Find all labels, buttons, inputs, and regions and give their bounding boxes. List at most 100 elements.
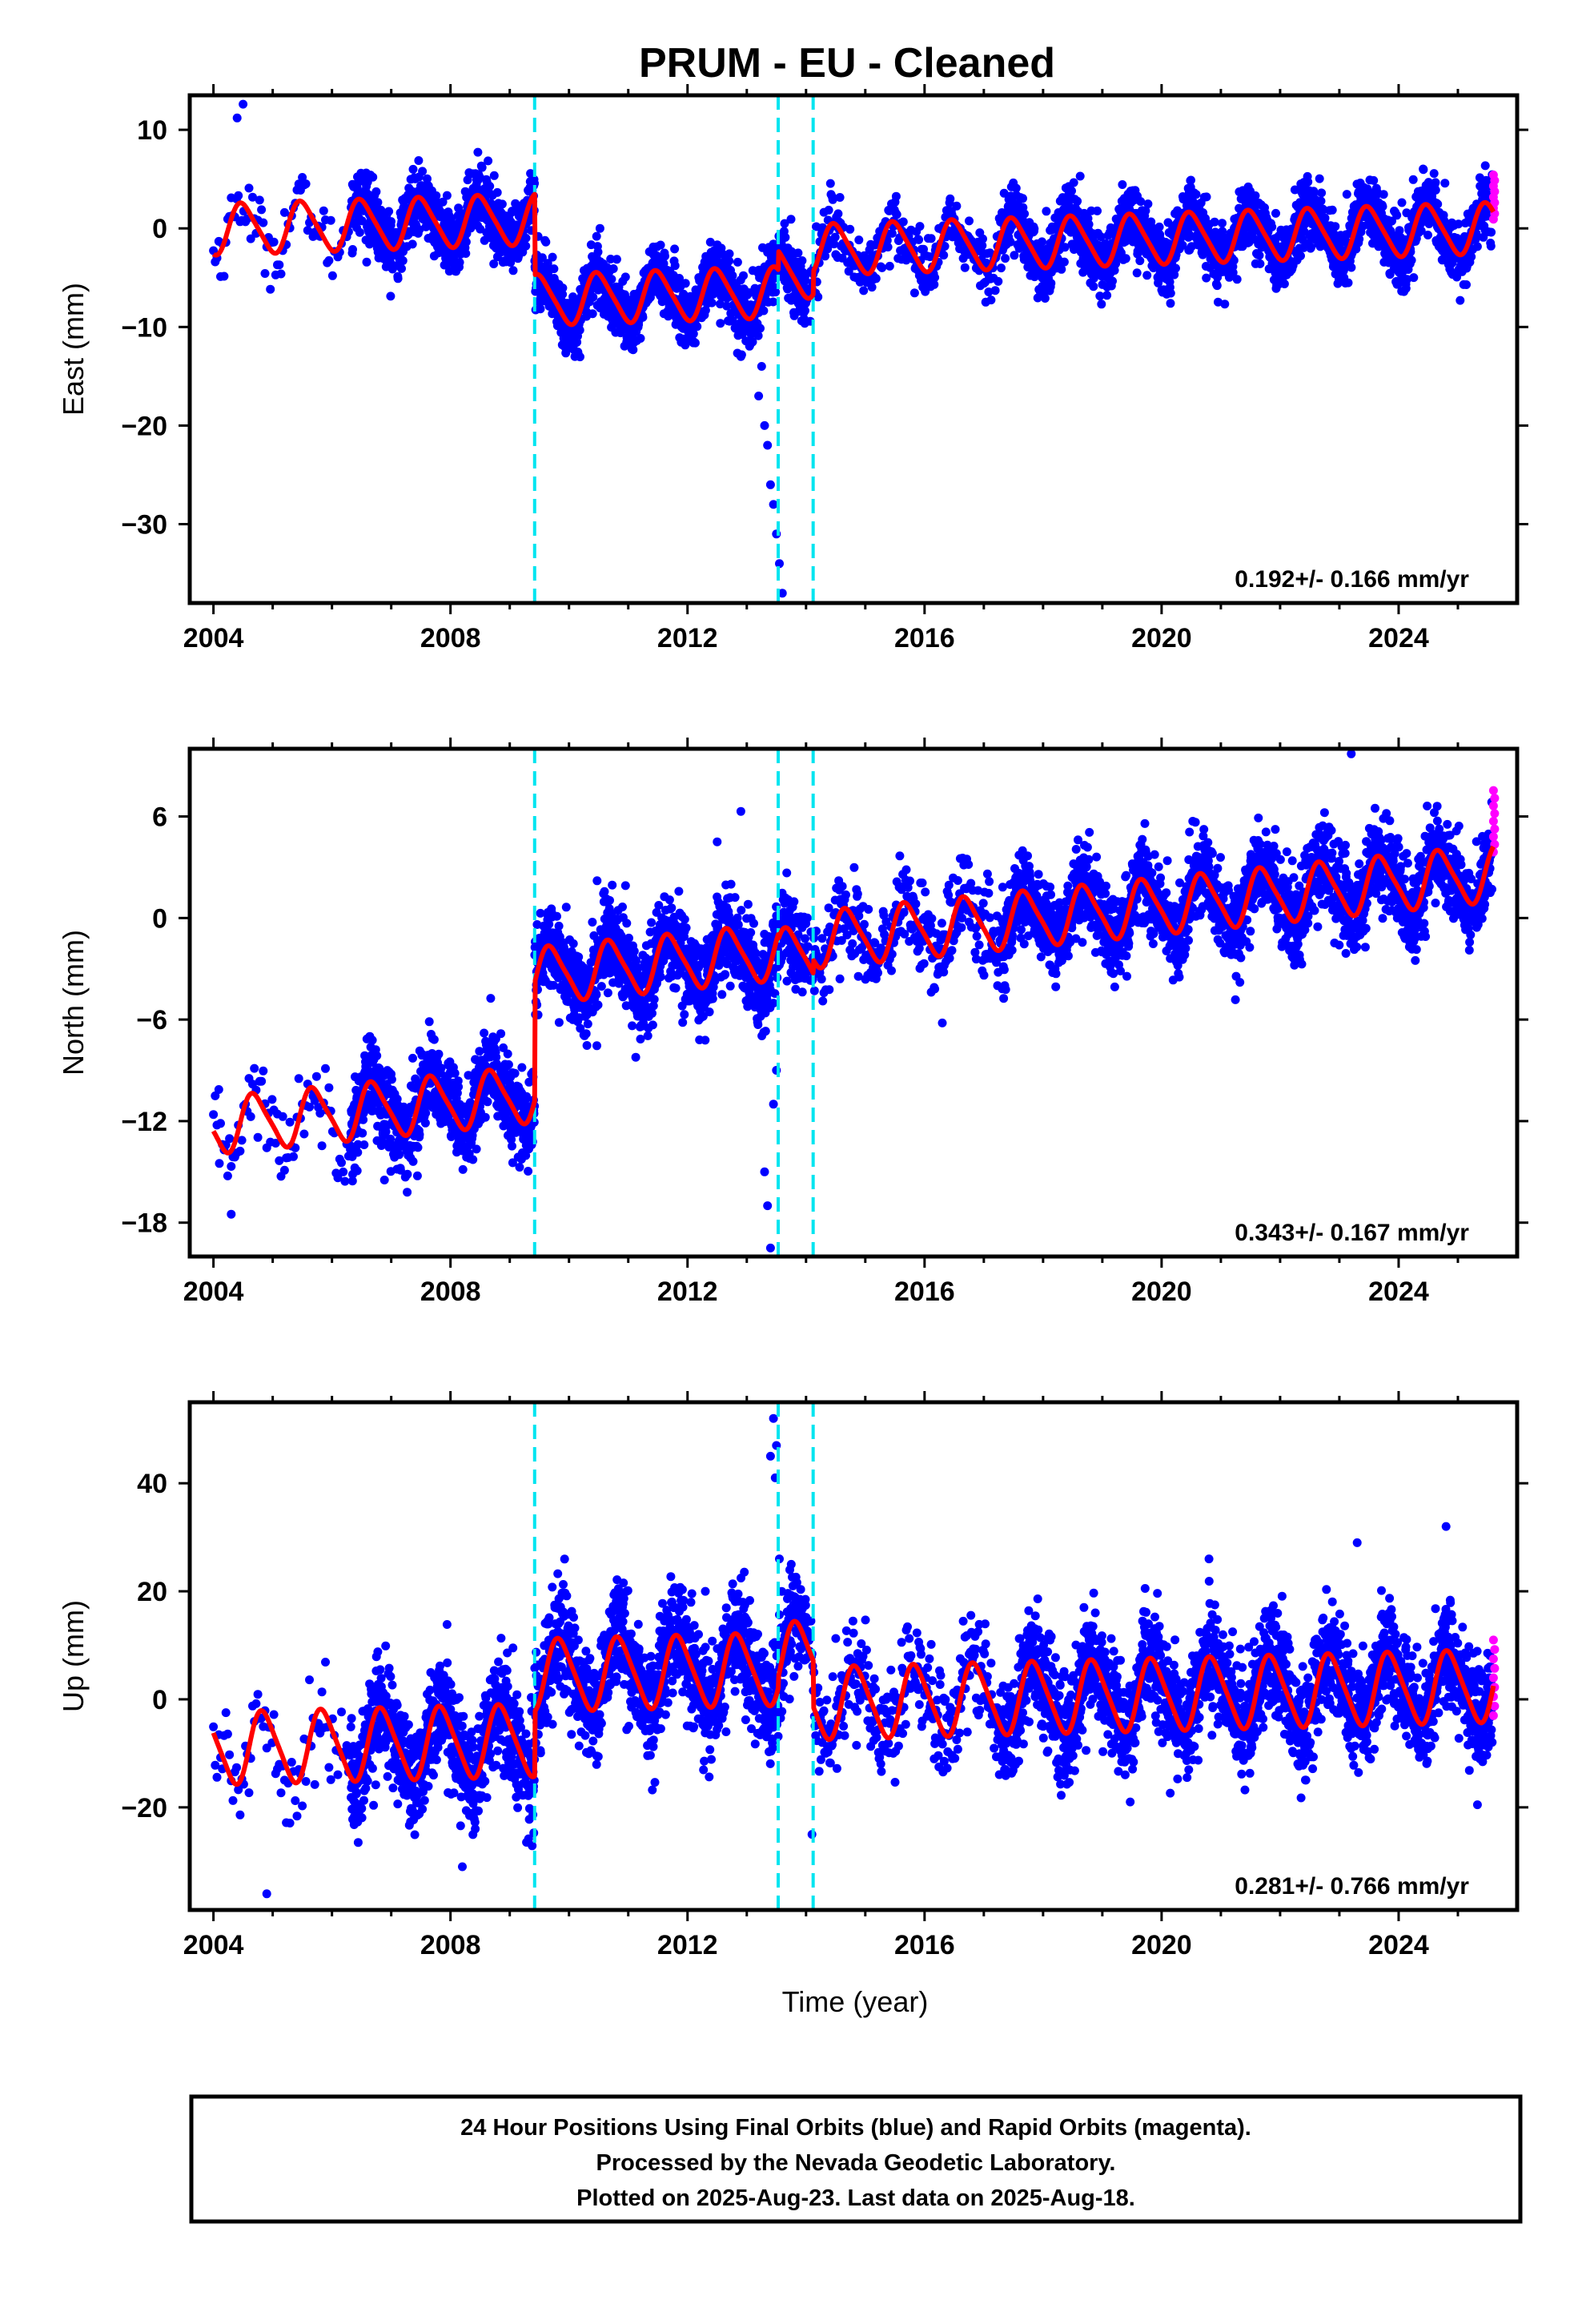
east-point (1407, 255, 1416, 265)
north-point (413, 1143, 423, 1152)
east-point (530, 179, 540, 188)
north-point (246, 1112, 255, 1121)
east-point (986, 296, 996, 305)
east-point (485, 182, 495, 191)
east-point (1046, 279, 1056, 288)
east-point (327, 271, 337, 280)
east-point (269, 237, 279, 247)
east-rate-label: 0.192+/- 0.166 mm/yr (1235, 566, 1469, 593)
east-point (521, 241, 531, 251)
east-point (1309, 187, 1319, 196)
east-point (620, 272, 630, 282)
east-point (355, 227, 364, 237)
east-point (825, 179, 835, 188)
east-point (1042, 207, 1051, 216)
north-point (227, 1162, 236, 1171)
east-y-tick-label: 0 (152, 214, 167, 244)
east-point (997, 263, 1006, 273)
east-point (497, 199, 507, 209)
east-point (368, 172, 378, 182)
east-point (1331, 222, 1340, 231)
east-point (693, 322, 702, 332)
east-point (833, 209, 843, 219)
east-point (301, 179, 311, 189)
east-point (473, 147, 483, 157)
east-point (415, 225, 424, 235)
east-point (219, 271, 229, 281)
north-point (317, 1141, 327, 1151)
east-point (1315, 174, 1324, 183)
east-outlier-point (570, 352, 580, 361)
east-point (877, 263, 887, 272)
east-point (883, 243, 893, 251)
east-point (1186, 175, 1195, 185)
north-data-points (209, 749, 1500, 1252)
east-point (965, 216, 974, 226)
east-point (1462, 280, 1471, 289)
east-point (595, 223, 604, 233)
east-point (248, 192, 257, 202)
east-point (960, 263, 970, 272)
east-point (1020, 209, 1030, 219)
east-point (384, 207, 394, 216)
east-outlier-point (232, 113, 242, 123)
north-point (285, 1117, 295, 1127)
east-outlier-point (769, 500, 778, 509)
east-point (1271, 208, 1280, 218)
east-point (781, 232, 790, 242)
east-point (707, 298, 717, 308)
east-point (716, 319, 725, 328)
east-point (588, 292, 598, 302)
east-outlier-point (763, 440, 773, 450)
east-point (1431, 185, 1440, 195)
north-point (299, 1129, 309, 1139)
east-point (521, 233, 531, 243)
east-point (279, 207, 289, 217)
east-point (1429, 169, 1439, 179)
east-point (994, 276, 1003, 286)
east-plot-frame (187, 93, 1520, 605)
east-rapid-point (1488, 171, 1498, 179)
east-point (414, 156, 424, 165)
east-point (1218, 219, 1227, 228)
east-point (461, 249, 471, 258)
east-point (859, 286, 869, 296)
east-point (978, 234, 987, 243)
east-point (1342, 190, 1351, 199)
east-point (463, 175, 472, 185)
north-point (279, 1165, 289, 1175)
east-y-tick-label: 10 (137, 115, 167, 146)
east-point (909, 288, 919, 298)
east-point (753, 331, 763, 340)
east-point (408, 239, 417, 249)
north-point (225, 1134, 235, 1144)
east-point (276, 269, 286, 279)
east-point (1316, 196, 1326, 206)
east-point (1166, 288, 1175, 298)
east-point (733, 257, 742, 267)
east-point (1154, 222, 1164, 231)
east-point (725, 249, 734, 259)
north-point (289, 1152, 298, 1161)
east-point (946, 194, 955, 203)
east-point (461, 237, 471, 247)
east-point (1378, 202, 1387, 211)
east-point (1212, 281, 1222, 291)
east-point (915, 222, 925, 231)
east-point (549, 264, 559, 274)
east-point (1202, 192, 1211, 202)
east-point (1433, 199, 1443, 209)
east-point (398, 256, 408, 265)
east-data-points (209, 99, 1500, 598)
north-point (339, 1167, 348, 1176)
east-point (728, 271, 737, 280)
east-point (1102, 291, 1112, 300)
north-point (379, 1176, 389, 1184)
east-point (1401, 283, 1411, 293)
east-point (769, 297, 778, 307)
north-point (358, 1128, 367, 1138)
east-point (357, 216, 367, 226)
east-x-tick-label: 2016 (894, 623, 955, 653)
